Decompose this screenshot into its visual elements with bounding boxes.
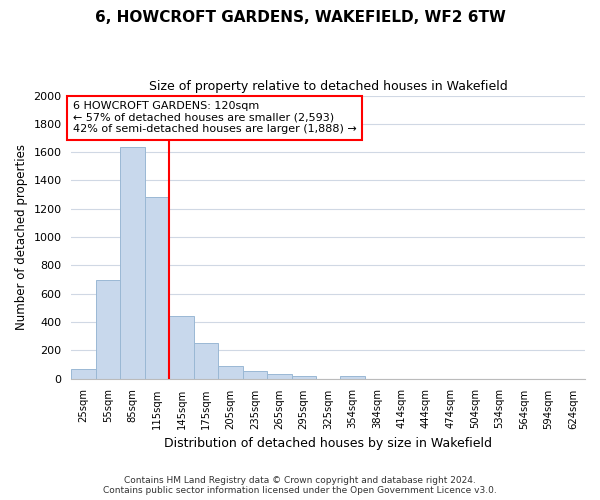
Y-axis label: Number of detached properties: Number of detached properties	[15, 144, 28, 330]
Bar	[242, 371, 267, 378]
Bar	[194, 343, 218, 378]
Text: 6 HOWCROFT GARDENS: 120sqm
← 57% of detached houses are smaller (2,593)
42% of s: 6 HOWCROFT GARDENS: 120sqm ← 57% of deta…	[73, 101, 356, 134]
Bar	[218, 366, 242, 378]
Bar	[145, 198, 169, 378]
Bar	[340, 376, 365, 378]
Bar	[267, 374, 292, 378]
Bar	[96, 280, 121, 378]
Bar	[121, 147, 145, 378]
Bar	[292, 376, 316, 378]
Bar	[169, 316, 194, 378]
Bar	[71, 370, 96, 378]
Text: 6, HOWCROFT GARDENS, WAKEFIELD, WF2 6TW: 6, HOWCROFT GARDENS, WAKEFIELD, WF2 6TW	[95, 10, 505, 25]
Title: Size of property relative to detached houses in Wakefield: Size of property relative to detached ho…	[149, 80, 508, 93]
Text: Contains HM Land Registry data © Crown copyright and database right 2024.
Contai: Contains HM Land Registry data © Crown c…	[103, 476, 497, 495]
X-axis label: Distribution of detached houses by size in Wakefield: Distribution of detached houses by size …	[164, 437, 492, 450]
